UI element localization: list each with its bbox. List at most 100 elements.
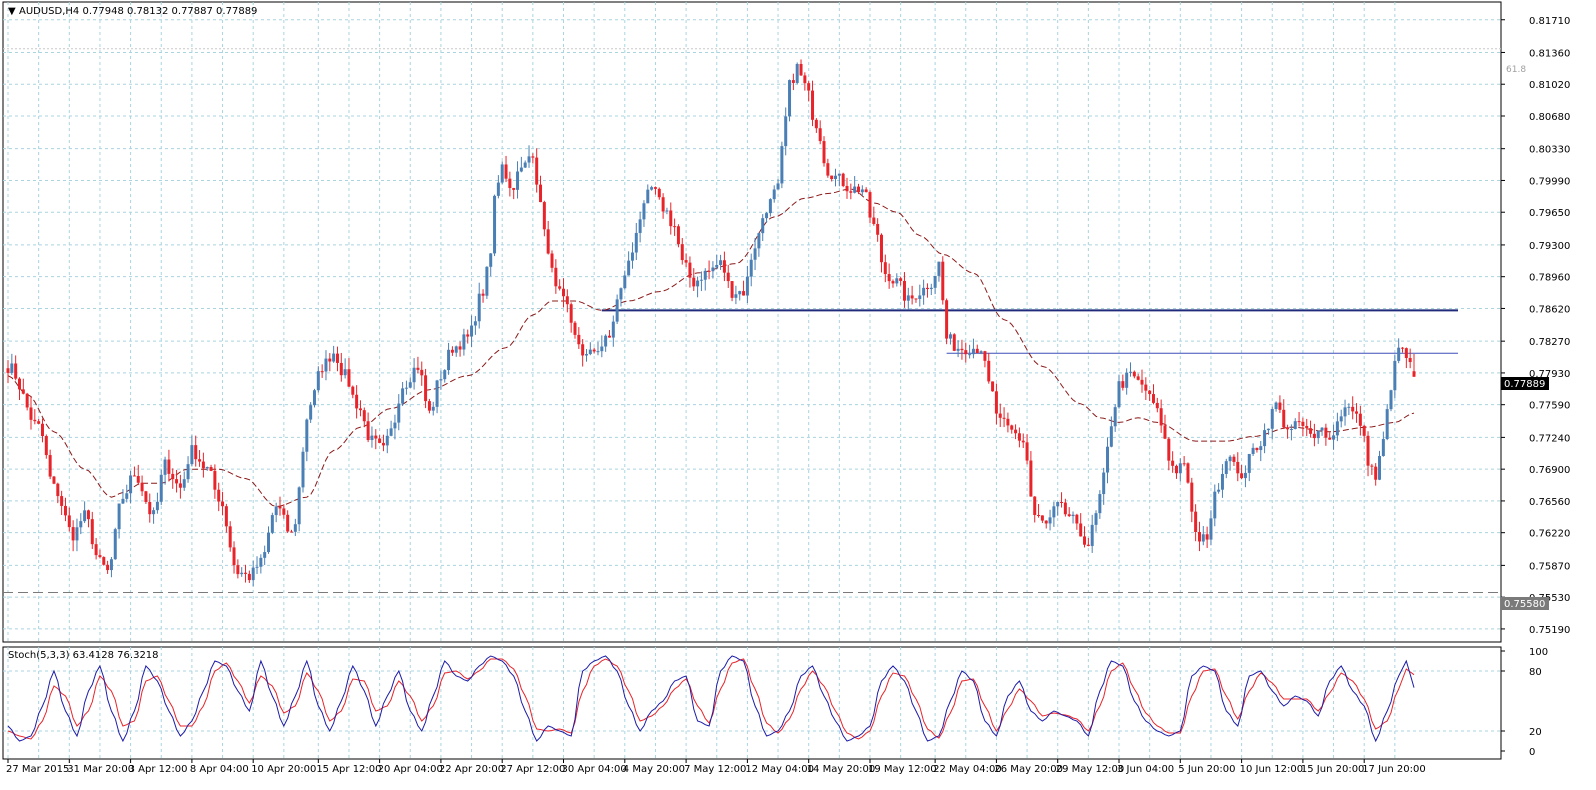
candle-body: [516, 171, 520, 190]
candle: [1197, 521, 1201, 552]
candle-body: [1186, 463, 1190, 483]
candle-body: [1060, 502, 1064, 504]
candle-body: [634, 232, 638, 253]
time-tick-label: 27 Mar 2015: [6, 764, 69, 775]
candle-body: [148, 502, 152, 515]
candle: [52, 475, 56, 485]
candle-body: [1293, 421, 1297, 429]
candle-body: [1247, 453, 1251, 473]
candle-body: [1328, 437, 1332, 440]
candle: [1347, 403, 1351, 416]
candle-body: [136, 476, 140, 483]
price-tick-label: 0.79300: [1529, 241, 1570, 252]
candle-body: [86, 510, 90, 520]
candle: [21, 378, 25, 395]
candle: [1312, 423, 1316, 447]
candle: [427, 398, 431, 414]
candle-body: [853, 186, 857, 193]
candle: [1201, 526, 1205, 546]
candle-body: [519, 167, 523, 172]
candle: [175, 469, 179, 493]
candle-body: [1243, 472, 1247, 479]
candle: [922, 279, 926, 305]
candle-body: [929, 287, 933, 290]
candle: [776, 179, 780, 190]
candle-body: [309, 405, 313, 420]
candle: [186, 456, 190, 483]
stoch-grid: [3, 647, 1501, 759]
candle: [316, 366, 320, 393]
candle: [1293, 418, 1297, 430]
candle: [63, 497, 67, 522]
candle: [837, 173, 841, 187]
candle-body: [715, 264, 719, 268]
candle: [148, 493, 152, 523]
candle-body: [653, 187, 657, 189]
candle-body: [849, 191, 853, 193]
candle: [1136, 373, 1140, 381]
stoch-tick-label: 20: [1529, 727, 1542, 738]
candle-body: [1404, 348, 1408, 359]
candle: [255, 556, 259, 575]
candle: [236, 559, 240, 579]
candle: [470, 315, 474, 348]
candle-body: [14, 363, 18, 379]
candle-body: [535, 157, 539, 185]
candle-body: [1339, 416, 1343, 422]
candle-body: [983, 351, 987, 361]
candle: [1052, 501, 1056, 527]
candle-body: [121, 498, 125, 504]
candle: [673, 218, 677, 236]
candle: [1297, 411, 1301, 427]
candle-body: [140, 482, 144, 492]
candle-body: [941, 261, 945, 301]
candle-body: [577, 334, 581, 345]
candle-body: [1151, 394, 1155, 403]
candle: [385, 428, 389, 454]
candle-body: [554, 267, 558, 287]
candle-body: [320, 371, 324, 373]
candle: [320, 364, 324, 378]
candle: [6, 360, 10, 384]
candle: [159, 469, 163, 506]
time-tick-label: 17 Jun 20:00: [1362, 764, 1426, 775]
chart-header-arrow[interactable]: ▼: [8, 6, 16, 17]
candle-body: [1286, 427, 1290, 430]
candle: [163, 456, 167, 485]
candle: [822, 136, 826, 167]
candle: [864, 187, 868, 193]
candle-body: [378, 438, 382, 443]
candle: [956, 340, 960, 358]
candle-body: [163, 459, 167, 475]
candle: [1117, 375, 1121, 409]
candle: [554, 259, 558, 294]
candle: [1286, 424, 1290, 439]
candle-body: [799, 63, 803, 76]
candle: [1083, 526, 1087, 548]
candle: [1305, 418, 1309, 437]
candle: [481, 289, 485, 303]
candle: [282, 504, 286, 519]
candle-body: [719, 260, 723, 265]
time-tick-label: 8 Apr 04:00: [190, 764, 249, 775]
candle-body: [669, 210, 673, 227]
candle: [1404, 347, 1408, 369]
candle-body: [1125, 372, 1129, 388]
candle-body: [1366, 435, 1370, 466]
candle-body: [1412, 371, 1416, 377]
candle: [132, 466, 136, 477]
price-tick-label: 0.80680: [1529, 112, 1570, 123]
candle: [630, 242, 634, 269]
candle-body: [1148, 390, 1152, 395]
candle-body: [584, 354, 588, 356]
candle-body: [458, 346, 462, 350]
price-tick-label: 0.75190: [1529, 625, 1570, 636]
candle: [891, 279, 895, 288]
candle-body: [891, 281, 895, 284]
candle-body: [650, 187, 654, 190]
candle-body: [335, 353, 339, 363]
candle: [240, 567, 244, 577]
